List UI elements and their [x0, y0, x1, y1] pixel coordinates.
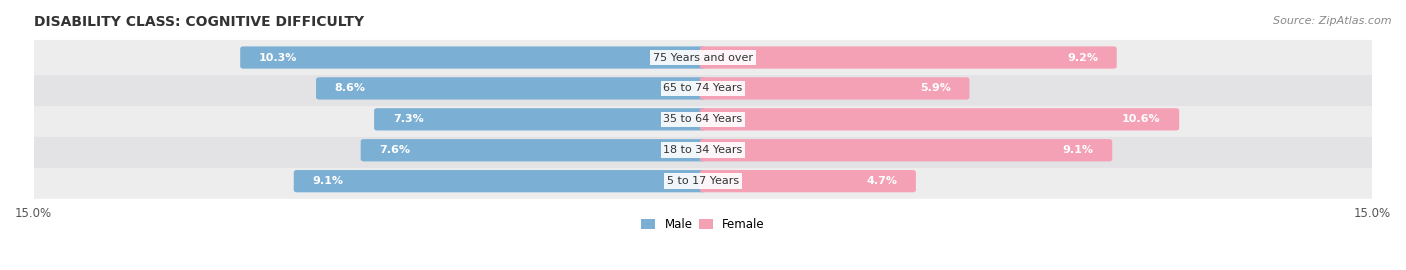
- Text: 10.6%: 10.6%: [1122, 114, 1160, 124]
- FancyBboxPatch shape: [700, 170, 915, 192]
- Text: 18 to 34 Years: 18 to 34 Years: [664, 145, 742, 155]
- Text: 8.6%: 8.6%: [335, 83, 366, 93]
- Text: 7.3%: 7.3%: [392, 114, 423, 124]
- Text: 10.3%: 10.3%: [259, 53, 297, 63]
- Text: 4.7%: 4.7%: [866, 176, 897, 186]
- Text: 75 Years and over: 75 Years and over: [652, 53, 754, 63]
- Text: 9.2%: 9.2%: [1067, 53, 1098, 63]
- FancyBboxPatch shape: [31, 102, 1375, 137]
- FancyBboxPatch shape: [700, 139, 1112, 161]
- Text: 5 to 17 Years: 5 to 17 Years: [666, 176, 740, 186]
- FancyBboxPatch shape: [31, 71, 1375, 106]
- FancyBboxPatch shape: [31, 133, 1375, 168]
- Text: 35 to 64 Years: 35 to 64 Years: [664, 114, 742, 124]
- FancyBboxPatch shape: [316, 77, 706, 100]
- Text: Source: ZipAtlas.com: Source: ZipAtlas.com: [1274, 16, 1392, 26]
- Text: 7.6%: 7.6%: [380, 145, 411, 155]
- Text: 5.9%: 5.9%: [920, 83, 950, 93]
- Text: 9.1%: 9.1%: [312, 176, 343, 186]
- FancyBboxPatch shape: [240, 46, 706, 69]
- FancyBboxPatch shape: [700, 108, 1180, 130]
- FancyBboxPatch shape: [294, 170, 706, 192]
- Text: 65 to 74 Years: 65 to 74 Years: [664, 83, 742, 93]
- Text: 9.1%: 9.1%: [1063, 145, 1094, 155]
- FancyBboxPatch shape: [31, 164, 1375, 199]
- FancyBboxPatch shape: [700, 46, 1116, 69]
- Text: DISABILITY CLASS: COGNITIVE DIFFICULTY: DISABILITY CLASS: COGNITIVE DIFFICULTY: [34, 15, 364, 29]
- Legend: Male, Female: Male, Female: [637, 213, 769, 236]
- FancyBboxPatch shape: [361, 139, 706, 161]
- FancyBboxPatch shape: [374, 108, 706, 130]
- FancyBboxPatch shape: [700, 77, 969, 100]
- FancyBboxPatch shape: [31, 40, 1375, 75]
